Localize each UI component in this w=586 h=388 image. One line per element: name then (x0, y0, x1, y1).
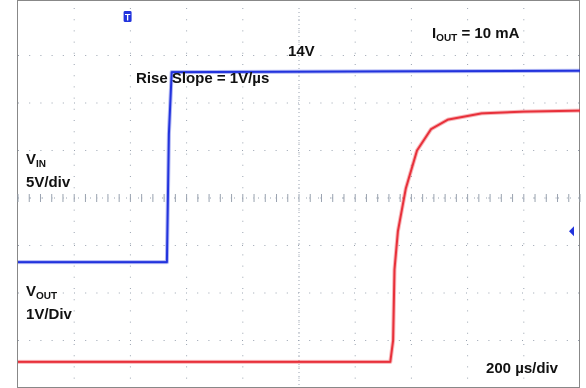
trigger-marker-letter: T (125, 13, 131, 23)
rise-slope-label: Rise Slope = 1V/µs (136, 70, 269, 87)
vin-label: VIN (26, 151, 46, 170)
graticule (17, 8, 581, 388)
trace-1 (18, 69, 581, 264)
waveform-traces (18, 68, 581, 364)
vout-scale-label: 1V/Div (26, 306, 73, 323)
scope-markers: T (123, 11, 574, 237)
trace-2 (18, 109, 581, 363)
trigger-marker: T (123, 11, 132, 23)
timebase-label: 200 µs/div (486, 360, 559, 377)
vout-label: VOUT (26, 283, 57, 302)
level-label: 14V (288, 43, 315, 60)
iout-label: IOUT = 10 mA (432, 25, 520, 44)
trigger-marker-box (123, 11, 132, 22)
vin-scale-label: 5V/div (26, 174, 71, 191)
channel-level-marker (569, 226, 574, 237)
